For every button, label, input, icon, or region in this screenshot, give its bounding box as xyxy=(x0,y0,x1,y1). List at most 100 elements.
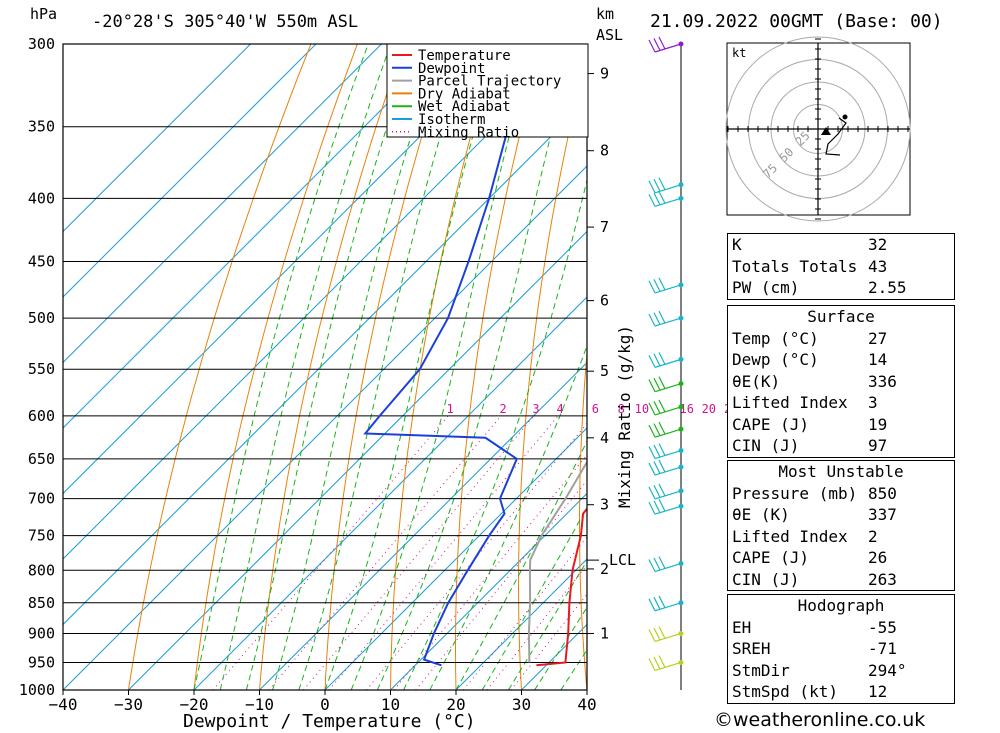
index-value: 27 xyxy=(868,328,888,348)
axes: 3003504004505005506006507007508008509009… xyxy=(19,35,597,714)
temperature-tick-label: 40 xyxy=(577,695,596,714)
index-value: 263 xyxy=(868,569,897,589)
wet-adiabat-line xyxy=(245,44,416,690)
wind-barb xyxy=(648,655,682,672)
index-label: Lifted Index xyxy=(732,393,848,412)
wind-barb xyxy=(648,459,682,476)
index-label: EH xyxy=(732,617,752,637)
index-row: CAPE (J) 26 xyxy=(728,547,954,569)
index-row: θE(K) 336 xyxy=(728,371,954,393)
wind-barb xyxy=(648,595,682,612)
hodograph-trace xyxy=(825,117,847,156)
asl-unit-label: ASL xyxy=(596,26,623,44)
wet-adiabat-line xyxy=(376,44,575,690)
pressure-tick-label: 500 xyxy=(28,309,55,327)
index-row: EH -55 xyxy=(728,617,954,639)
pressure-tick-label: 450 xyxy=(28,253,55,271)
index-label: θE(K) xyxy=(732,371,781,391)
lcl-label: LCL xyxy=(609,551,636,569)
legend-entry: Dry Adiabat xyxy=(418,86,511,102)
index-label: CAPE (J) xyxy=(732,548,810,567)
isotherm-line xyxy=(390,492,587,690)
index-label: Temp (°C) xyxy=(732,328,819,348)
temperature-tick-label: 30 xyxy=(512,695,531,714)
km-tick-label: 7 xyxy=(600,218,609,236)
dry-adiabat-line xyxy=(639,44,683,690)
wind-barb xyxy=(648,310,682,327)
wind-barb xyxy=(648,443,682,460)
isotherm-line xyxy=(259,361,587,690)
temperature-tick-label: −10 xyxy=(245,695,274,714)
pressure-tick-label: 350 xyxy=(28,118,55,136)
wind-barb xyxy=(648,483,682,500)
index-value: 43 xyxy=(868,256,888,276)
index-label: Totals Totals xyxy=(732,256,858,276)
index-label: Pressure (mb) xyxy=(732,483,858,503)
isotherm-line xyxy=(128,230,587,690)
legend-entry: Mixing Ratio xyxy=(418,125,519,141)
index-row: Lifted Index 3 xyxy=(728,392,954,414)
pressure-tick-label: 750 xyxy=(28,527,55,545)
temperature-tick-label: −30 xyxy=(114,695,143,714)
wind-barb xyxy=(648,421,682,438)
isotherm-line xyxy=(63,99,587,626)
mixing-ratio-label: 20 xyxy=(702,402,716,416)
isotherm-line xyxy=(63,44,251,233)
index-value: -55 xyxy=(868,617,897,637)
pressure-tick-label: 400 xyxy=(28,189,55,207)
mixing-ratio-line xyxy=(212,415,449,690)
index-row: PW (cm) 2.55 xyxy=(728,277,954,299)
wind-barb xyxy=(648,277,682,294)
location-title: -20°28'S 305°40'W 550m ASL xyxy=(92,12,358,32)
index-value: 850 xyxy=(868,483,897,503)
index-label: Dewp (°C) xyxy=(732,350,819,369)
pressure-tick-label: 850 xyxy=(28,594,55,612)
isotherm-line xyxy=(324,427,587,690)
km-tick-label: 6 xyxy=(600,292,609,310)
index-value: 2.55 xyxy=(868,278,907,297)
index-value: 19 xyxy=(868,414,888,434)
mixing-ratio-labels: 12346810162025 xyxy=(446,402,738,416)
mixing-ratio-line xyxy=(393,454,587,690)
isotherm-line xyxy=(63,44,448,429)
index-row: Totals Totals 43 xyxy=(728,256,954,278)
index-row: Temp (°C) 27 xyxy=(728,328,954,350)
temperature-tick-label: 0 xyxy=(320,695,330,714)
legend-entry: Isotherm xyxy=(418,112,485,128)
km-tick-label: 4 xyxy=(600,429,609,447)
pressure-tick-label: 600 xyxy=(28,407,55,425)
wet-adiabat-line xyxy=(219,44,392,690)
wind-barb xyxy=(648,36,682,53)
wind-barb xyxy=(648,498,682,515)
index-row: CAPE (J) 19 xyxy=(728,414,954,436)
legend-entry: Wet Adiabat xyxy=(418,99,511,115)
hodograph-top-point xyxy=(842,114,848,120)
dry-adiabat-line xyxy=(958,44,1000,690)
dry-adiabat-line xyxy=(324,44,451,690)
wind-barb xyxy=(648,626,682,643)
index-row: StmDir 294° xyxy=(728,660,954,682)
surface-indices-table: Surface Temp (°C) 27 Dewp (°C) 14 θE(K) 336 Lif… xyxy=(727,305,955,458)
mixing-ratio-label: 1 xyxy=(446,402,453,416)
wet-adiabat-line xyxy=(350,44,535,690)
temperature-tick-label: −20 xyxy=(180,695,209,714)
km-unit-label: km xyxy=(596,5,614,23)
index-label: StmDir xyxy=(732,660,790,680)
pressure-unit-label: hPa xyxy=(30,5,57,23)
pressure-tick-label: 650 xyxy=(28,450,55,468)
index-value: 14 xyxy=(868,350,888,369)
pressure-tick-label: 550 xyxy=(28,360,55,378)
pressure-tick-label: 300 xyxy=(28,35,55,53)
temperature-tick-label: 20 xyxy=(446,695,465,714)
km-tick-label: 5 xyxy=(600,362,609,380)
km-tick-label: 1 xyxy=(600,624,609,642)
wet-adiabat-line xyxy=(455,439,587,690)
index-value: 294° xyxy=(868,660,907,680)
temperature-tick-label: −40 xyxy=(49,695,78,714)
index-value: 97 xyxy=(868,436,888,455)
index-label: CIN (J) xyxy=(732,436,800,455)
isotherm-line xyxy=(63,44,513,495)
series-parcel-trajectory xyxy=(527,460,587,663)
legend-entry: Parcel Trajectory xyxy=(418,74,561,90)
wind-barb xyxy=(648,399,682,416)
